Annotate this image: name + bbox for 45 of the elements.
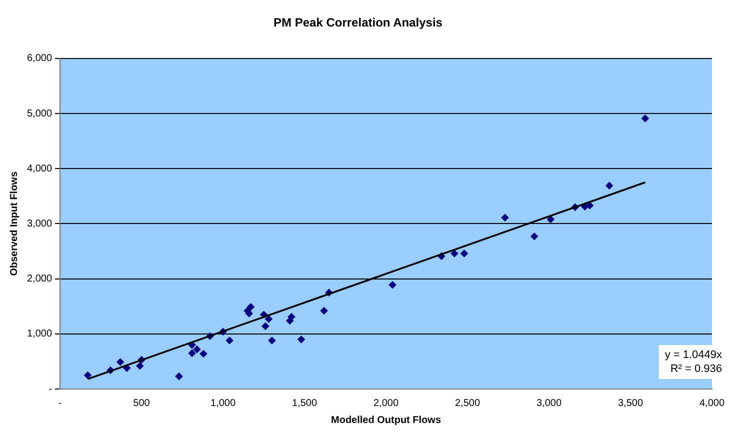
point xyxy=(530,232,538,240)
point xyxy=(388,281,396,289)
point xyxy=(247,303,254,311)
point xyxy=(606,182,614,190)
point xyxy=(320,307,328,314)
point xyxy=(641,114,649,122)
y-tick-label: 1,000 xyxy=(26,328,52,340)
annotation: y = 1.0449x xyxy=(664,349,722,362)
point xyxy=(501,214,509,222)
point xyxy=(193,346,201,354)
chart-title: PM Peak Correlation Analysis xyxy=(274,16,443,30)
x-tick-label: 1,500 xyxy=(292,398,318,409)
point xyxy=(264,315,272,323)
point xyxy=(288,313,296,321)
point xyxy=(200,350,208,358)
point xyxy=(268,336,276,344)
x-tick-label: 1,000 xyxy=(210,398,236,409)
x-axis-title: Modelled Output Flows xyxy=(331,414,442,426)
y-tick-label: 6,000 xyxy=(26,53,52,64)
y-tick-label: 3,000 xyxy=(26,218,52,230)
y-tick-label: 2,000 xyxy=(26,274,52,285)
point xyxy=(136,362,144,370)
point xyxy=(84,372,92,379)
point xyxy=(116,358,124,366)
point xyxy=(586,202,594,210)
x-tick-label: 500 xyxy=(133,398,150,409)
y-tick-label: - xyxy=(48,384,52,395)
y-tick-label: 4,000 xyxy=(26,163,52,174)
point xyxy=(460,250,468,258)
y-axis-title: Observed Input Flows xyxy=(8,171,20,276)
point xyxy=(188,349,196,357)
point xyxy=(298,336,305,344)
x-tick-label: - xyxy=(58,398,62,409)
x-tick-label: 4,000 xyxy=(699,398,725,409)
point xyxy=(226,336,234,344)
y-tick-label: 5,000 xyxy=(26,108,52,120)
point xyxy=(546,216,554,223)
x-tick-label: 3,000 xyxy=(536,398,562,409)
x-tick-label: 2,500 xyxy=(454,398,480,409)
point xyxy=(175,372,183,380)
annotation: R² = 0.936 xyxy=(670,363,722,376)
x-tick-label: 3,500 xyxy=(618,398,644,409)
point xyxy=(262,322,270,330)
point xyxy=(450,250,458,258)
x-tick-label: 2,000 xyxy=(373,398,399,409)
